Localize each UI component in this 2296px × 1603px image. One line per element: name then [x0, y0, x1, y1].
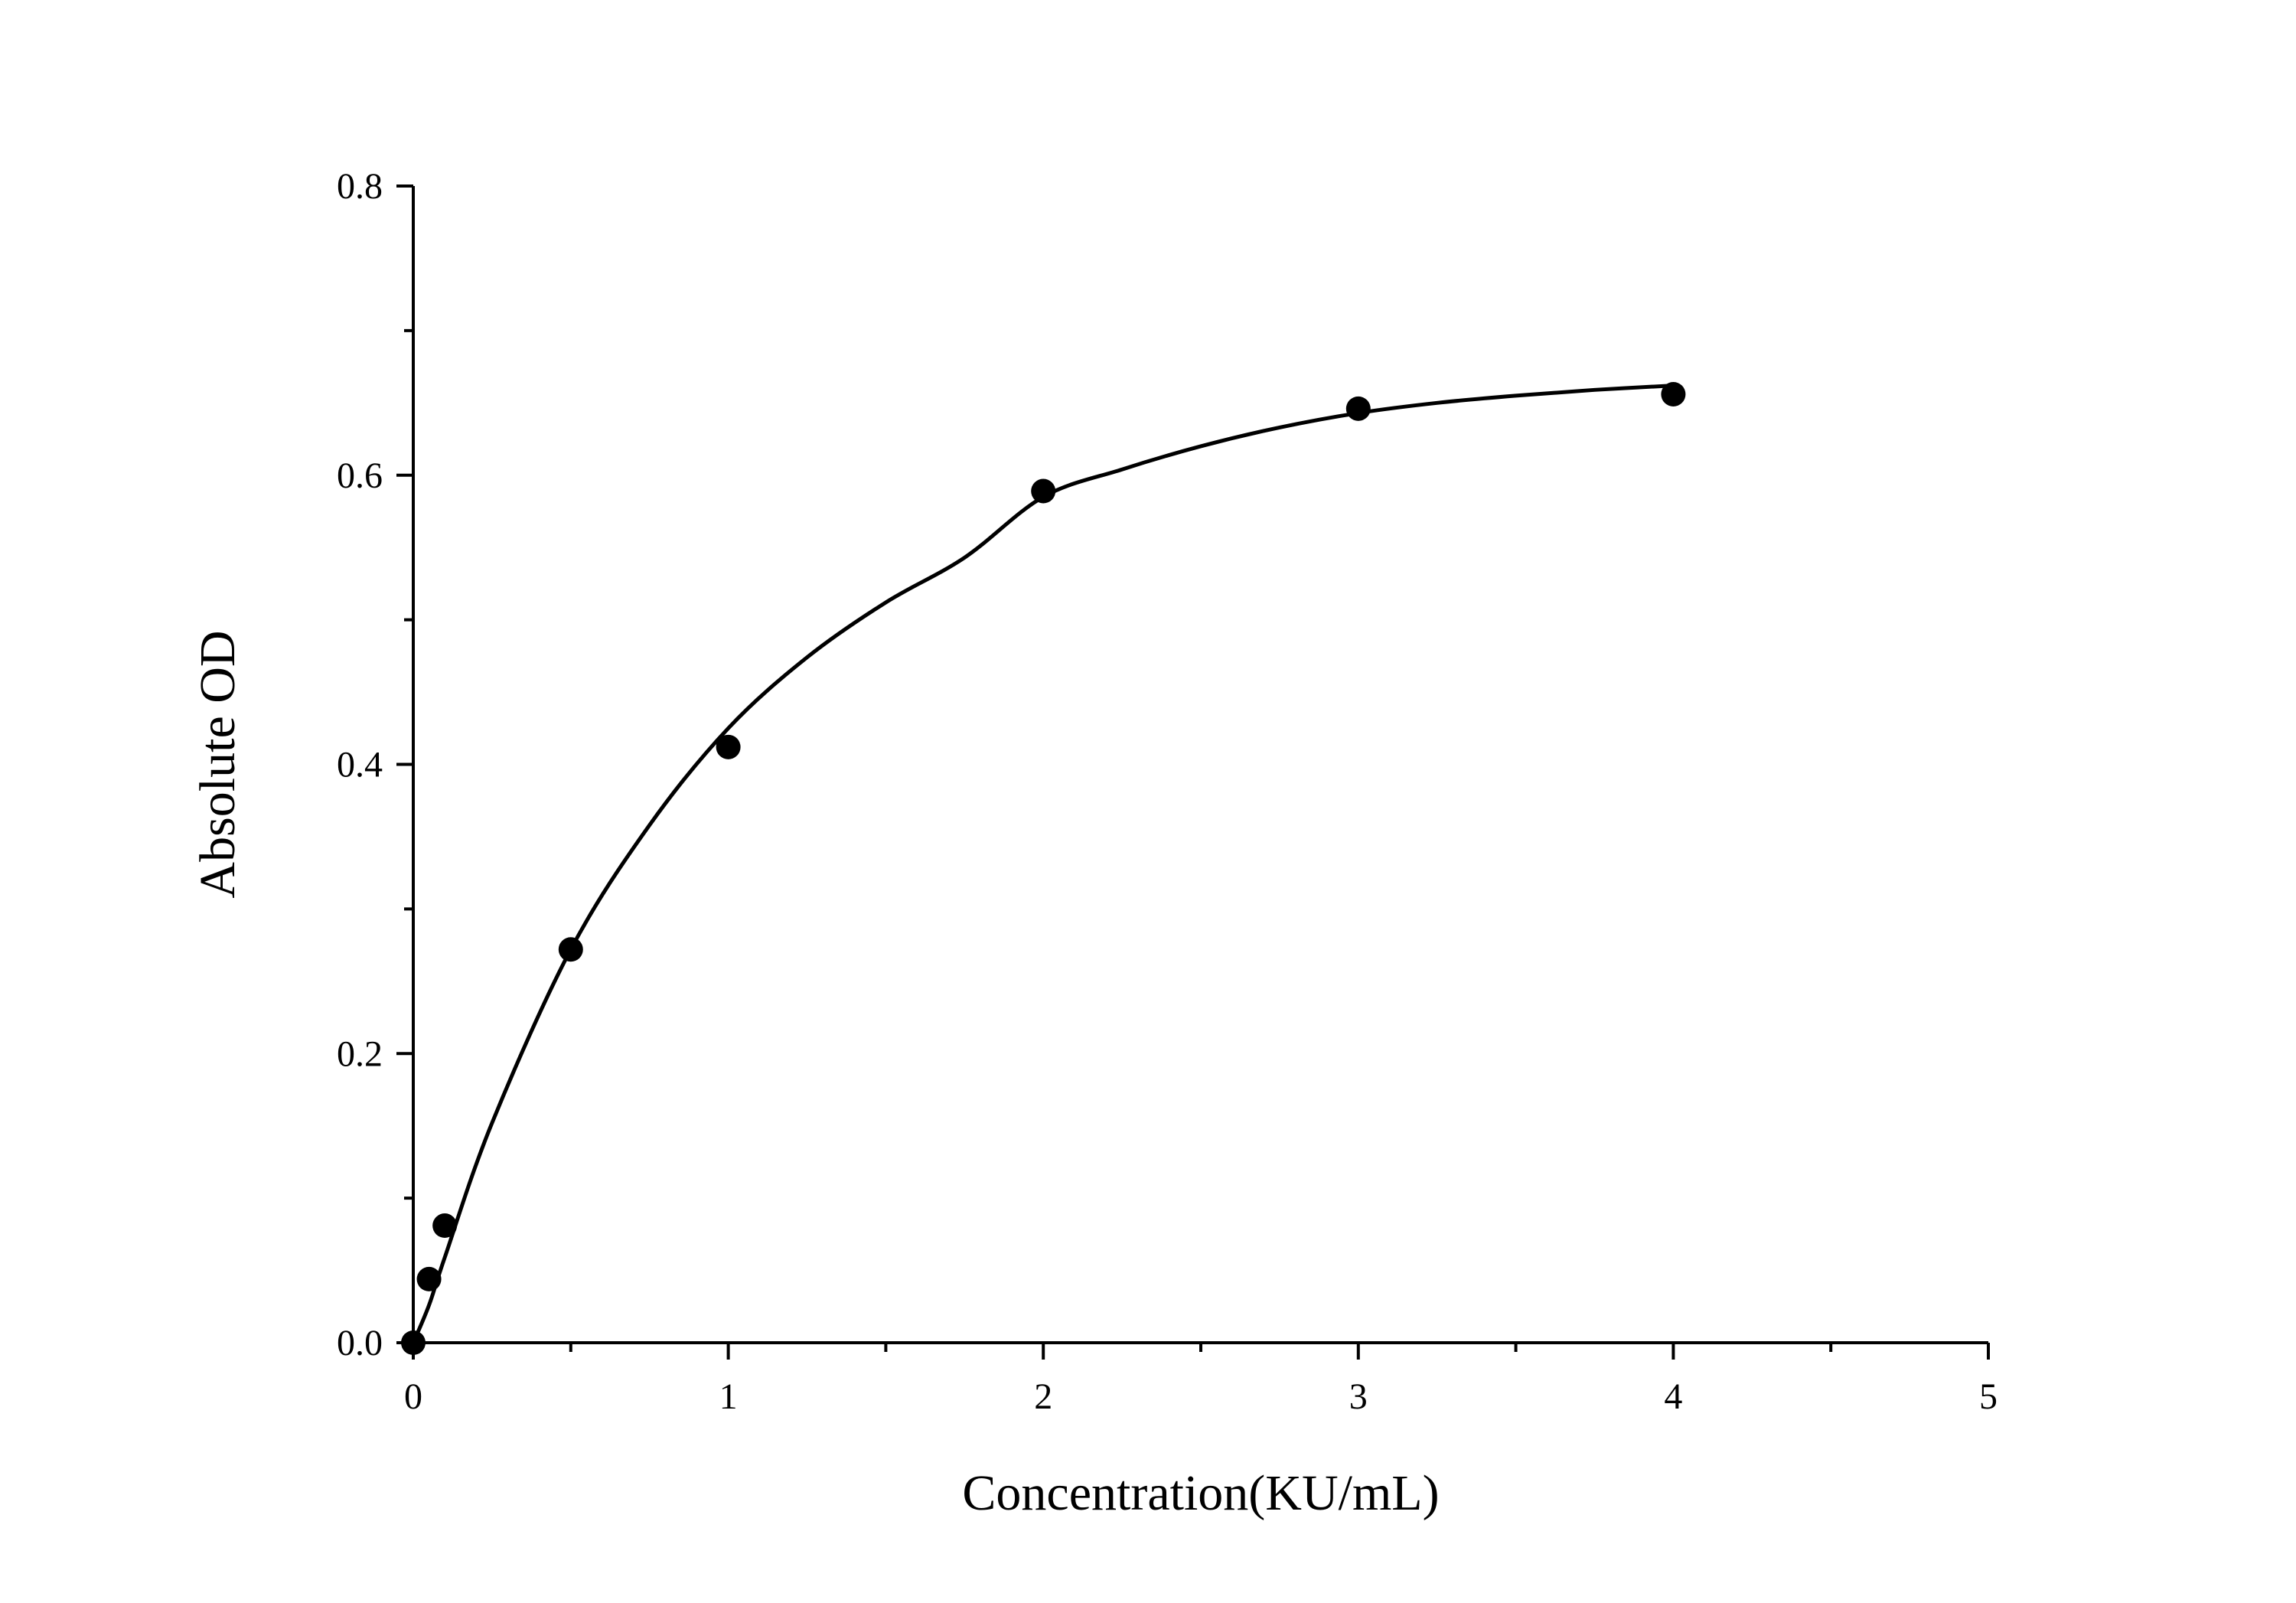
fit-curve-layer	[411, 384, 1674, 1343]
fit-curve	[411, 384, 1674, 1343]
x-tick-label: 5	[1979, 1376, 1998, 1417]
y-tick-label: 0.4	[337, 745, 383, 785]
data-point	[1031, 478, 1056, 504]
data-points-layer	[401, 381, 1686, 1355]
x-tick-label: 3	[1349, 1376, 1368, 1417]
x-tick-label: 2	[1034, 1376, 1052, 1417]
data-point	[416, 1266, 442, 1291]
y-tick-label: 0.0	[337, 1323, 383, 1363]
axes	[412, 186, 1988, 1344]
x-tick-label: 0	[404, 1376, 422, 1417]
x-tick-label: 1	[719, 1376, 738, 1417]
y-axis-ticks: 0.0 0.2 0.4 0.6 0.8	[337, 166, 413, 1363]
data-point	[716, 734, 741, 759]
data-point	[432, 1213, 458, 1239]
data-point	[1345, 396, 1371, 421]
y-tick-label: 0.8	[337, 166, 383, 207]
data-point	[558, 937, 583, 962]
y-tick-label: 0.6	[337, 455, 383, 496]
y-tick-label: 0.2	[337, 1033, 383, 1074]
data-point	[1661, 381, 1686, 406]
x-tick-label: 4	[1664, 1376, 1682, 1417]
data-point	[401, 1330, 426, 1355]
x-axis-title: Concentration(KU/mL)	[962, 1465, 1439, 1521]
x-axis-ticks: 0 1 2 3 4 5	[404, 1343, 1998, 1417]
y-axis-title: Absolute OD	[190, 630, 246, 898]
